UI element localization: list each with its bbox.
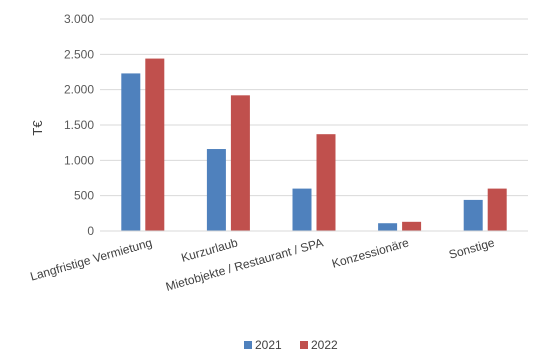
bar-2021 [121, 73, 141, 231]
x-category-label: Konzessionäre [330, 235, 410, 270]
bar-2021 [206, 149, 226, 231]
y-tick-label: 1.500 [64, 118, 94, 132]
legend-swatch-2022 [300, 341, 308, 349]
bar-2021 [463, 199, 483, 231]
legend-label-2021: 2021 [255, 338, 282, 352]
y-tick-label: 3.000 [64, 12, 94, 26]
gridlines [100, 18, 528, 197]
y-tick-label: 2.500 [64, 47, 94, 61]
bar-2022 [316, 134, 336, 231]
legend-swatch-2021 [244, 341, 252, 349]
y-axis-ticks: 0 500 1.000 1.500 2.000 2.500 3.000 [64, 12, 94, 238]
x-category-label: Langfristige Vermietung [29, 235, 154, 283]
x-category-label: Sonstige [447, 235, 496, 261]
y-tick-label: 500 [74, 189, 94, 203]
bar-2021 [378, 223, 398, 231]
bar-2022 [230, 95, 250, 231]
bar-2022 [402, 221, 422, 231]
y-tick-label: 1.000 [64, 153, 94, 167]
bar-2022 [487, 188, 507, 231]
y-tick-label: 2.000 [64, 83, 94, 97]
x-category-label: Mietobjekte / Restaurant / SPA [164, 235, 325, 293]
y-tick-label: 0 [87, 224, 94, 238]
legend-label-2022: 2022 [311, 338, 338, 352]
y-axis-label: T€ [30, 120, 45, 136]
x-axis-categories: Langfristige Vermietung KurzurlaubMietobj… [29, 235, 497, 294]
bars [121, 58, 507, 231]
legend: 2021 2022 [244, 338, 338, 352]
bar-2022 [145, 58, 165, 231]
bar-2021 [292, 188, 312, 231]
